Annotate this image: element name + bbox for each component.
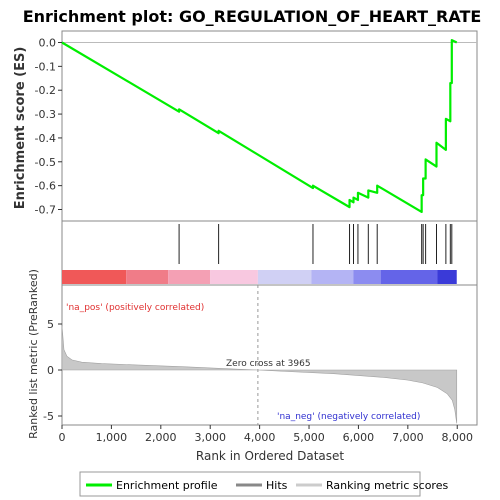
hits-panel <box>61 220 478 286</box>
rank-bar-segment <box>353 270 381 284</box>
metric-y-tick-label: 5 <box>47 318 54 331</box>
metric-profile-group <box>61 285 458 425</box>
es-y-tick-label: 0.0 <box>39 37 57 50</box>
zero-cross-label: Zero cross at 3965 <box>226 359 311 369</box>
es-y-tick-label: -0.7 <box>35 204 56 217</box>
x-tick-label: 0 <box>59 431 66 444</box>
rank-bar-segment <box>62 270 127 284</box>
legend: Enrichment profile Hits Ranking metric s… <box>79 471 448 497</box>
x-tick-label: 3,000 <box>194 431 226 444</box>
metric-panel-frame <box>61 284 478 426</box>
ranking-metric-area <box>61 325 458 424</box>
legend-label-enrichment: Enrichment profile <box>116 479 218 492</box>
es-y-tick-label: -0.4 <box>35 132 56 145</box>
x-tick-label: 4,000 <box>244 431 276 444</box>
es-y-tick-label: -0.5 <box>35 156 56 169</box>
rank-bar-segment <box>257 270 312 284</box>
es-panel-frame <box>61 30 478 222</box>
es-y-ticks: 0.0 -0.1 -0.2 -0.3 -0.4 -0.5 -0.6 -0.7 <box>35 37 62 217</box>
na-pos-label: 'na_pos' (positively correlated) <box>66 303 204 313</box>
metric-y-axis-label: Ranked list metric (PreRanked) <box>27 269 40 439</box>
na-neg-label: 'na_neg' (negatively correlated) <box>277 412 420 422</box>
x-tick-label: 6,000 <box>343 431 375 444</box>
metric-y-tick-label: 0 <box>47 364 54 377</box>
hit-marks-group <box>178 224 453 264</box>
rank-bar-segment <box>311 270 354 284</box>
es-y-axis-label: Enrichment score (ES) <box>13 47 28 210</box>
metric-panel: 5 0 -5 'na_pos' (positively correlated) 'n… <box>27 269 478 439</box>
es-y-tick-label: -0.1 <box>35 60 56 73</box>
chart-title: Enrichment plot: GO_REGULATION_OF_HEART_… <box>23 7 482 26</box>
enrichment-profile-line <box>61 39 458 213</box>
rank-bar-segment <box>380 270 438 284</box>
metric-y-tick-label: -5 <box>43 410 54 423</box>
x-tick-label: 2,000 <box>145 431 177 444</box>
es-y-tick-label: -0.6 <box>35 180 56 193</box>
es-panel: 0.0 -0.1 -0.2 -0.3 -0.4 -0.5 -0.6 -0.7 Enrichme… <box>13 30 478 222</box>
es-profile-group <box>61 39 458 213</box>
rank-bar-segment <box>126 270 169 284</box>
rank-bar-segment <box>168 270 211 284</box>
x-tick-label: 1,000 <box>96 431 128 444</box>
es-y-tick-label: -0.3 <box>35 108 56 121</box>
x-axis-label: Rank in Ordered Dataset <box>196 449 344 463</box>
x-tick-label: 5,000 <box>293 431 325 444</box>
metric-y-ticks: 5 0 -5 <box>43 318 62 423</box>
rank-bar-segment <box>437 270 457 284</box>
rank-color-bar <box>62 270 457 284</box>
x-tick-label: 8,000 <box>441 431 473 444</box>
legend-label-hits: Hits <box>266 479 288 492</box>
x-axis-ticks: 0 1,000 2,000 3,000 4,000 5,000 6,000 7,000 8,00… <box>59 425 473 444</box>
es-y-tick-label: -0.2 <box>35 84 56 97</box>
legend-label-metric: Ranking metric scores <box>326 479 448 492</box>
x-tick-label: 7,000 <box>392 431 424 444</box>
rank-bar-segment <box>210 270 258 284</box>
